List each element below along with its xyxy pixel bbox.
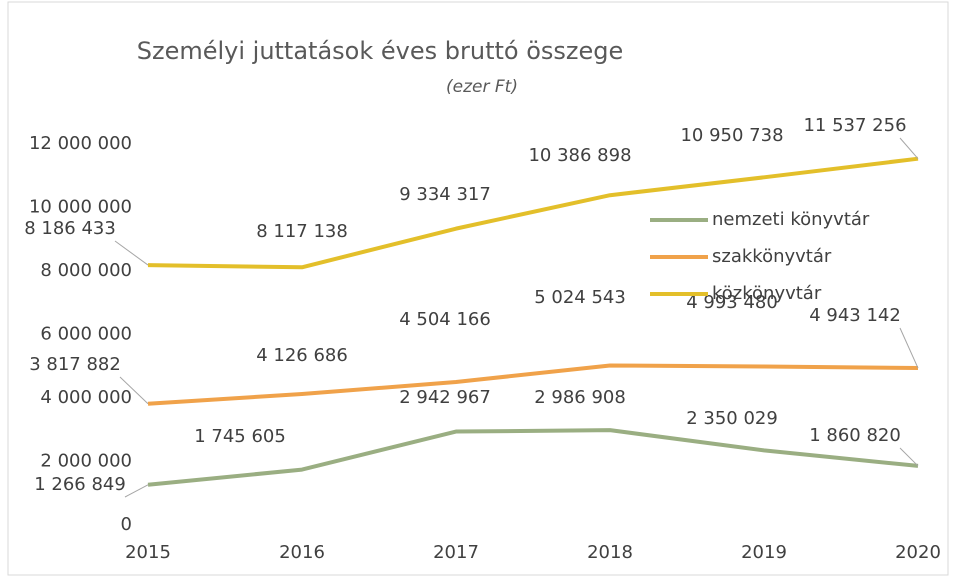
data-label: 5 024 543 bbox=[534, 287, 626, 308]
x-tick-label: 2015 bbox=[125, 542, 171, 563]
y-tick-label: 2 000 000 bbox=[40, 451, 132, 472]
leader-line bbox=[124, 484, 149, 498]
legend-label: nemzeti könyvtár bbox=[712, 209, 870, 230]
legend-label: szakkönyvtár bbox=[712, 246, 832, 267]
y-tick-label: 12 000 000 bbox=[29, 133, 132, 154]
data-label: 11 537 256 bbox=[803, 115, 906, 136]
chart-subtitle: (ezer Ft) bbox=[446, 77, 518, 97]
data-label: 1 745 605 bbox=[194, 426, 286, 447]
x-tick-label: 2016 bbox=[279, 542, 325, 563]
x-tick-label: 2018 bbox=[587, 542, 633, 563]
data-label: 9 334 317 bbox=[399, 184, 491, 205]
data-label: 2 942 967 bbox=[399, 387, 491, 408]
data-label: 10 950 738 bbox=[680, 125, 783, 146]
series-line bbox=[147, 363, 919, 406]
data-label: 4 943 142 bbox=[809, 305, 901, 326]
data-label: 4 126 686 bbox=[256, 345, 348, 366]
data-label: 8 117 138 bbox=[256, 221, 348, 242]
x-tick-label: 2017 bbox=[433, 542, 479, 563]
leader-line bbox=[114, 240, 149, 266]
leader-line bbox=[899, 447, 919, 467]
chart-title: Személyi juttatások éves bruttó összege bbox=[137, 37, 624, 65]
chart-border bbox=[7, 1, 949, 576]
data-label: 8 186 433 bbox=[24, 218, 116, 239]
series-line bbox=[147, 428, 919, 487]
leader-line bbox=[119, 376, 149, 405]
leader-line bbox=[899, 327, 919, 369]
legend-label: közkönyvtár bbox=[712, 283, 822, 304]
y-tick-label: 6 000 000 bbox=[40, 324, 132, 345]
data-label: 2 986 908 bbox=[534, 387, 626, 408]
data-label: 4 504 166 bbox=[399, 309, 491, 330]
data-label: 1 266 849 bbox=[34, 474, 126, 495]
data-label: 4 993 480 bbox=[686, 292, 778, 313]
x-tick-label: 2019 bbox=[741, 542, 787, 563]
data-label: 1 860 820 bbox=[809, 425, 901, 446]
x-tick-label: 2020 bbox=[895, 542, 941, 563]
leader-line bbox=[899, 137, 919, 160]
y-tick-label: 0 bbox=[121, 514, 132, 535]
data-label: 3 817 882 bbox=[29, 354, 121, 375]
data-label: 10 386 898 bbox=[528, 145, 631, 166]
series-line bbox=[147, 156, 919, 270]
data-label: 2 350 029 bbox=[686, 408, 778, 429]
y-tick-label: 8 000 000 bbox=[40, 260, 132, 281]
y-tick-label: 10 000 000 bbox=[29, 197, 132, 218]
y-tick-label: 4 000 000 bbox=[40, 387, 132, 408]
